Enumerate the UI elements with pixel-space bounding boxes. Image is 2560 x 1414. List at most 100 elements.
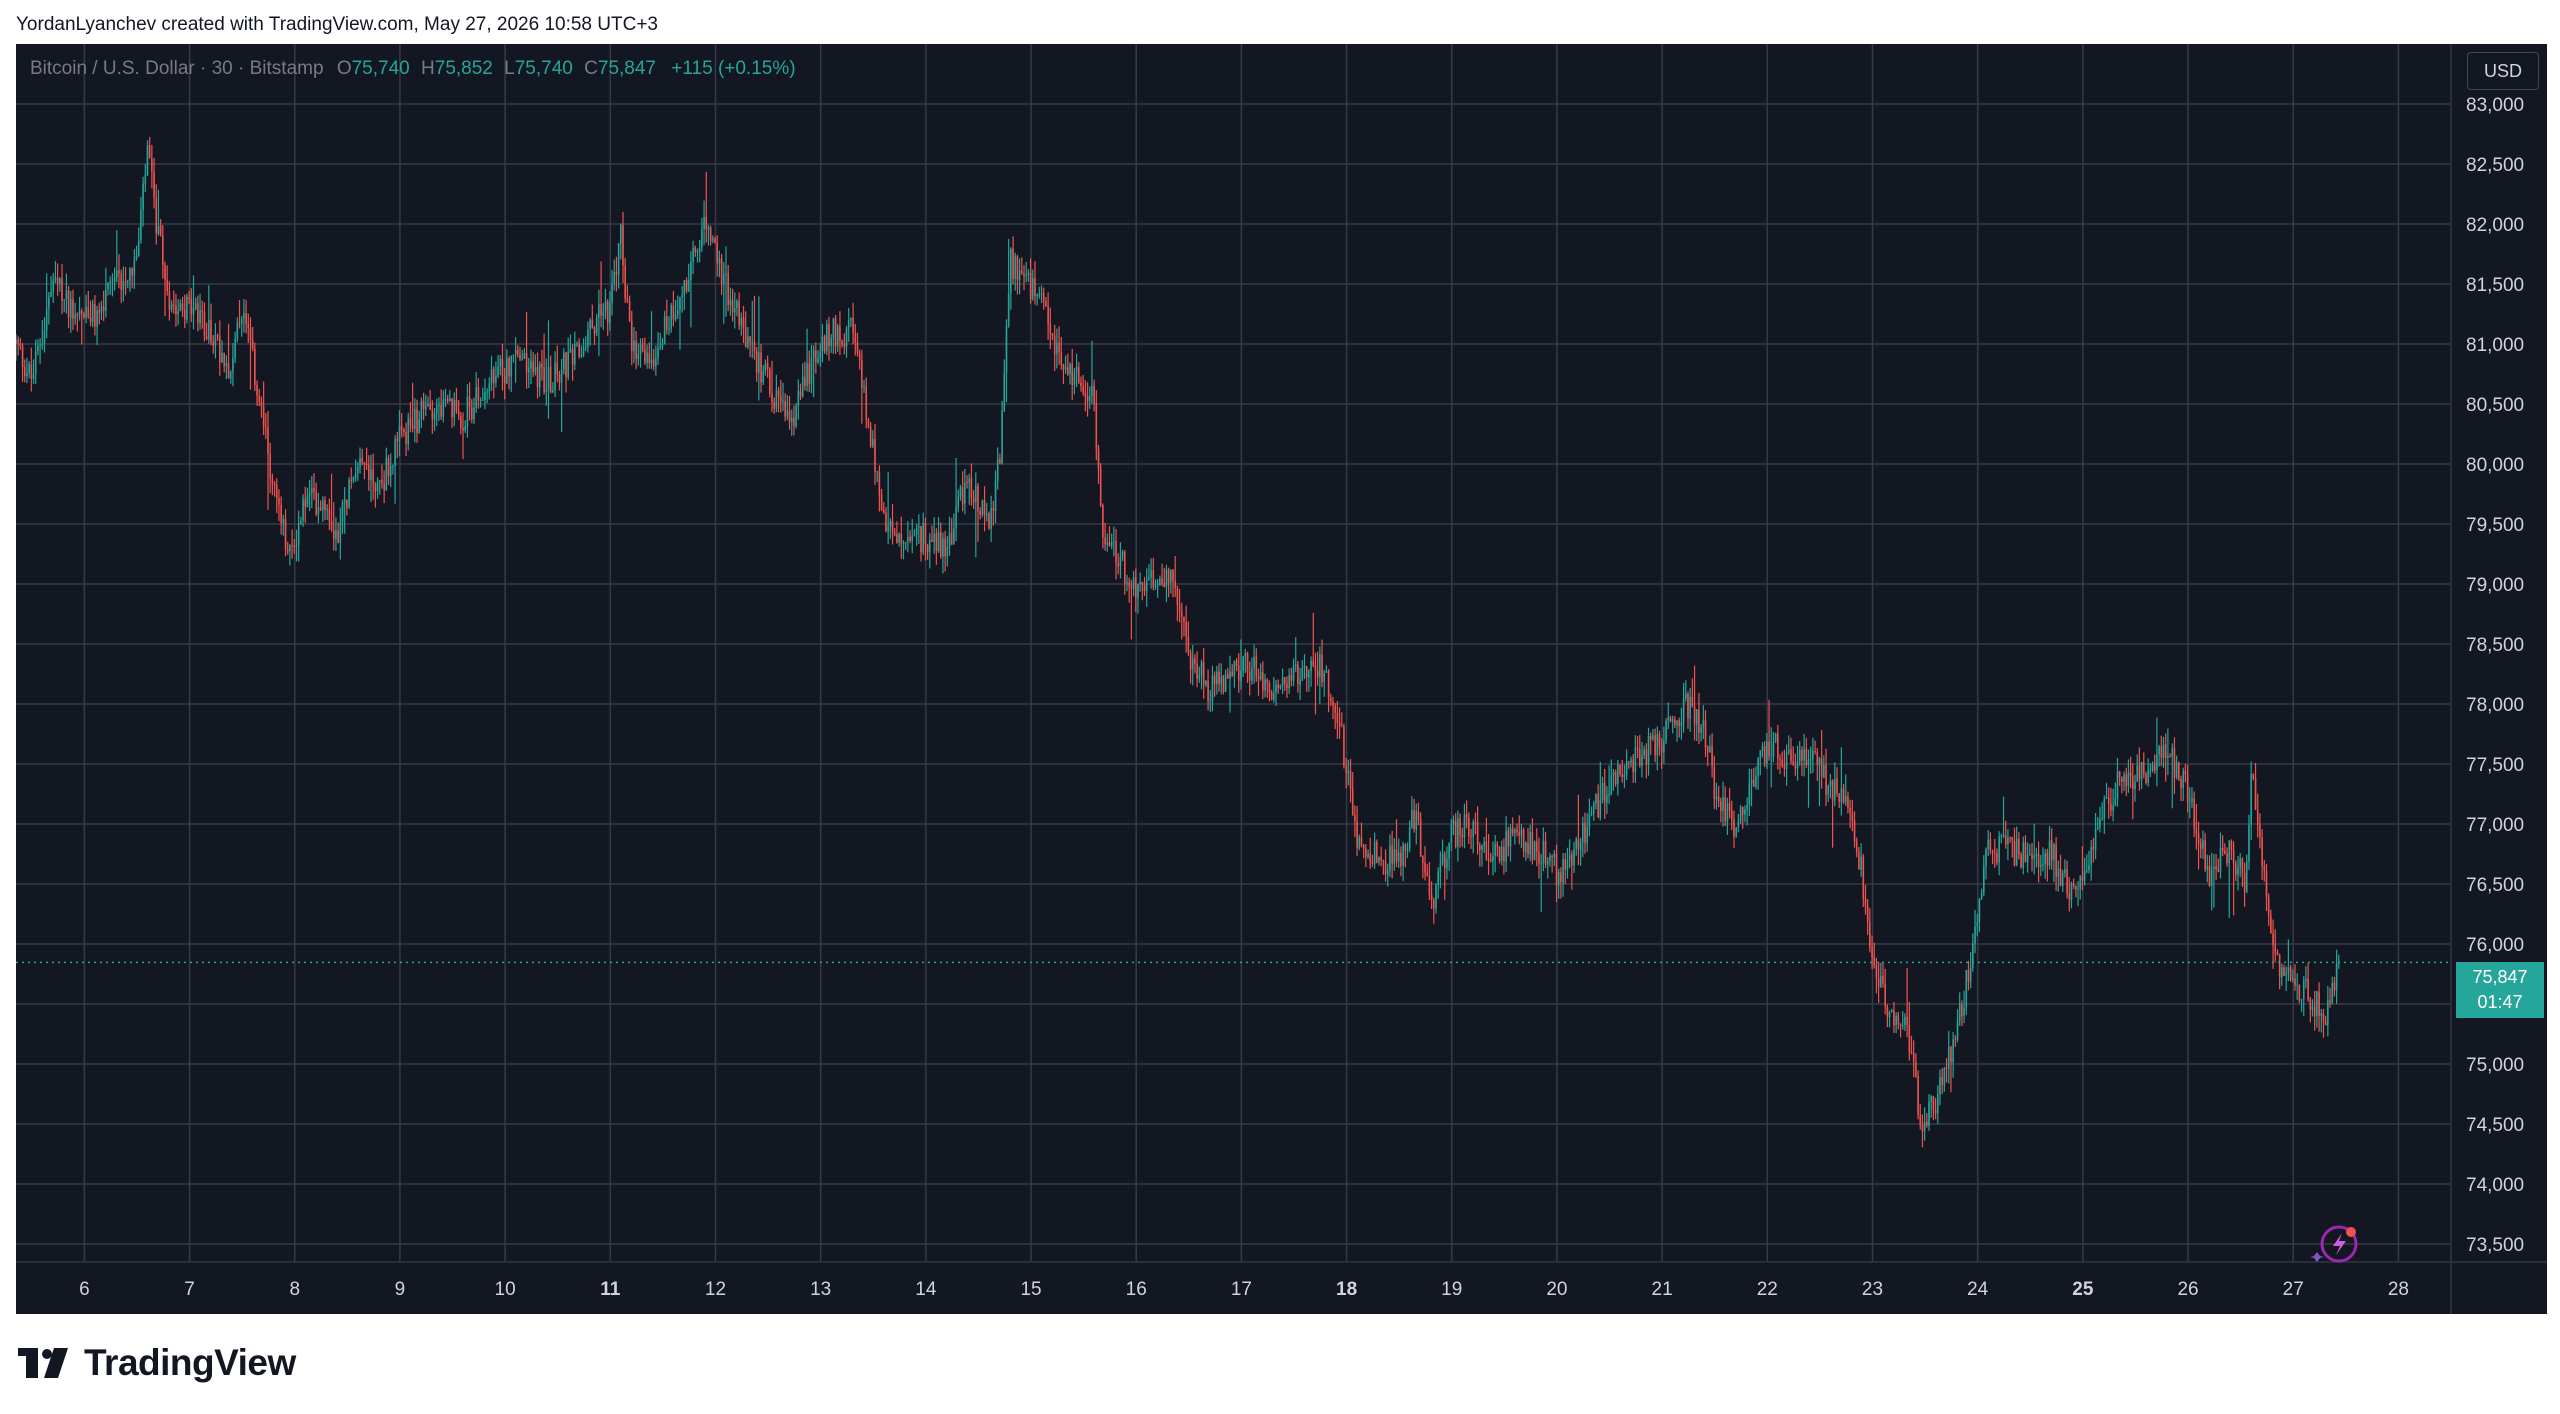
- candle-body: [306, 495, 309, 507]
- candle-body: [1106, 542, 1109, 545]
- candle-body: [1163, 583, 1166, 587]
- candle-body: [2125, 774, 2128, 787]
- candle-body: [273, 484, 276, 486]
- symbol-label[interactable]: Bitcoin / U.S. Dollar · 30 · Bitstamp: [30, 58, 324, 79]
- candle-body: [1952, 1039, 1954, 1063]
- candle-body: [52, 279, 55, 292]
- candle-body: [1972, 943, 1974, 968]
- candle-body: [2103, 798, 2106, 819]
- candle-body: [565, 352, 567, 377]
- candle-body: [1614, 772, 1617, 785]
- candle-body: [328, 508, 331, 521]
- candle-body: [1091, 385, 1093, 397]
- candle-body: [1481, 845, 1483, 850]
- candle-body: [920, 525, 922, 553]
- candle-body: [549, 366, 552, 393]
- candle-body: [2241, 858, 2244, 873]
- candle-body: [321, 500, 324, 511]
- candle-body: [1086, 396, 1089, 402]
- candle-body: [1663, 740, 1665, 753]
- candle-body: [227, 363, 230, 379]
- candle-body: [120, 273, 122, 290]
- candle-body: [1783, 765, 1786, 769]
- currency-button[interactable]: USD: [2467, 52, 2539, 90]
- candle-body: [2149, 770, 2152, 772]
- date-tick-label: 12: [705, 1279, 726, 1300]
- price-tick-label: 81,000: [2466, 335, 2524, 356]
- candle-body: [1242, 656, 1244, 671]
- candle-body: [2195, 828, 2198, 834]
- close-label: C: [584, 58, 598, 79]
- candle-body: [438, 405, 440, 407]
- candle-body: [1389, 845, 1391, 871]
- candle-body: [1612, 772, 1615, 776]
- candle-body: [1634, 747, 1637, 772]
- candle-body: [718, 258, 721, 264]
- open-value: 75,740: [351, 58, 410, 79]
- candle-body: [1511, 827, 1514, 834]
- candle-body: [1216, 671, 1218, 685]
- candle-body: [405, 432, 407, 445]
- candle-body: [374, 484, 377, 492]
- candle-body: [957, 496, 960, 508]
- candle-body: [1494, 843, 1496, 856]
- candle-body: [1882, 975, 1884, 984]
- open-label: O: [336, 58, 352, 79]
- candle-body: [576, 343, 578, 345]
- tradingview-logo[interactable]: TradingView: [18, 1342, 296, 1384]
- candle-body: [1191, 658, 1194, 670]
- candle-body: [2101, 818, 2103, 820]
- candle-body: [1608, 794, 1610, 796]
- candle-body: [455, 399, 458, 411]
- candle-body: [1549, 855, 1551, 862]
- candle-body: [825, 324, 828, 352]
- candle-body: [1996, 853, 1998, 863]
- candlestick-chart[interactable]: 73,50074,00074,50075,00075,50076,00076,5…: [16, 44, 2547, 1314]
- candle-body: [48, 296, 50, 309]
- candle-body: [157, 225, 160, 234]
- candle-body: [648, 352, 651, 364]
- candle-body: [444, 399, 447, 401]
- candle-body: [1895, 1015, 1897, 1026]
- candle-body: [657, 348, 659, 359]
- date-tick-label: 25: [2072, 1279, 2094, 1300]
- candle-body: [1380, 856, 1382, 861]
- candle-body: [499, 359, 502, 367]
- candle-body: [1303, 666, 1306, 668]
- candle-body: [2171, 748, 2174, 757]
- candle-body: [751, 341, 754, 343]
- candle-body: [21, 346, 24, 368]
- candle-body: [1956, 1020, 1959, 1040]
- candle-body: [1649, 736, 1652, 739]
- candle-body: [720, 258, 723, 284]
- candle-body: [2050, 840, 2053, 860]
- candle-body: [874, 438, 876, 472]
- candle-body: [1560, 872, 1562, 883]
- candle-body: [620, 224, 622, 244]
- date-tick-label: 13: [810, 1279, 831, 1300]
- candle-body: [1139, 582, 1141, 585]
- candle-body: [1766, 741, 1768, 764]
- candle-body: [1860, 856, 1862, 870]
- date-tick-label: 16: [1126, 1279, 1147, 1300]
- candle-body: [753, 341, 756, 352]
- candle-body: [146, 145, 149, 176]
- candle-body: [1402, 844, 1404, 867]
- candle-body: [446, 399, 449, 402]
- candle-body: [1281, 677, 1284, 685]
- candle-body: [2324, 1021, 2327, 1026]
- candle-body: [856, 342, 859, 353]
- candle-body: [2083, 871, 2086, 881]
- candle-body: [94, 303, 96, 327]
- candle-body: [961, 487, 964, 504]
- candle-body: [1406, 848, 1409, 851]
- candle-body: [727, 273, 729, 305]
- candle-body: [578, 343, 580, 357]
- candle-body: [1325, 670, 1328, 673]
- chart-panel[interactable]: 73,50074,00074,50075,00075,50076,00076,5…: [16, 44, 2547, 1314]
- candle-body: [2162, 744, 2165, 758]
- candle-body: [1812, 750, 1814, 760]
- candle-body: [1781, 759, 1784, 766]
- candle-body: [17, 339, 19, 344]
- candle-body: [1825, 765, 1827, 795]
